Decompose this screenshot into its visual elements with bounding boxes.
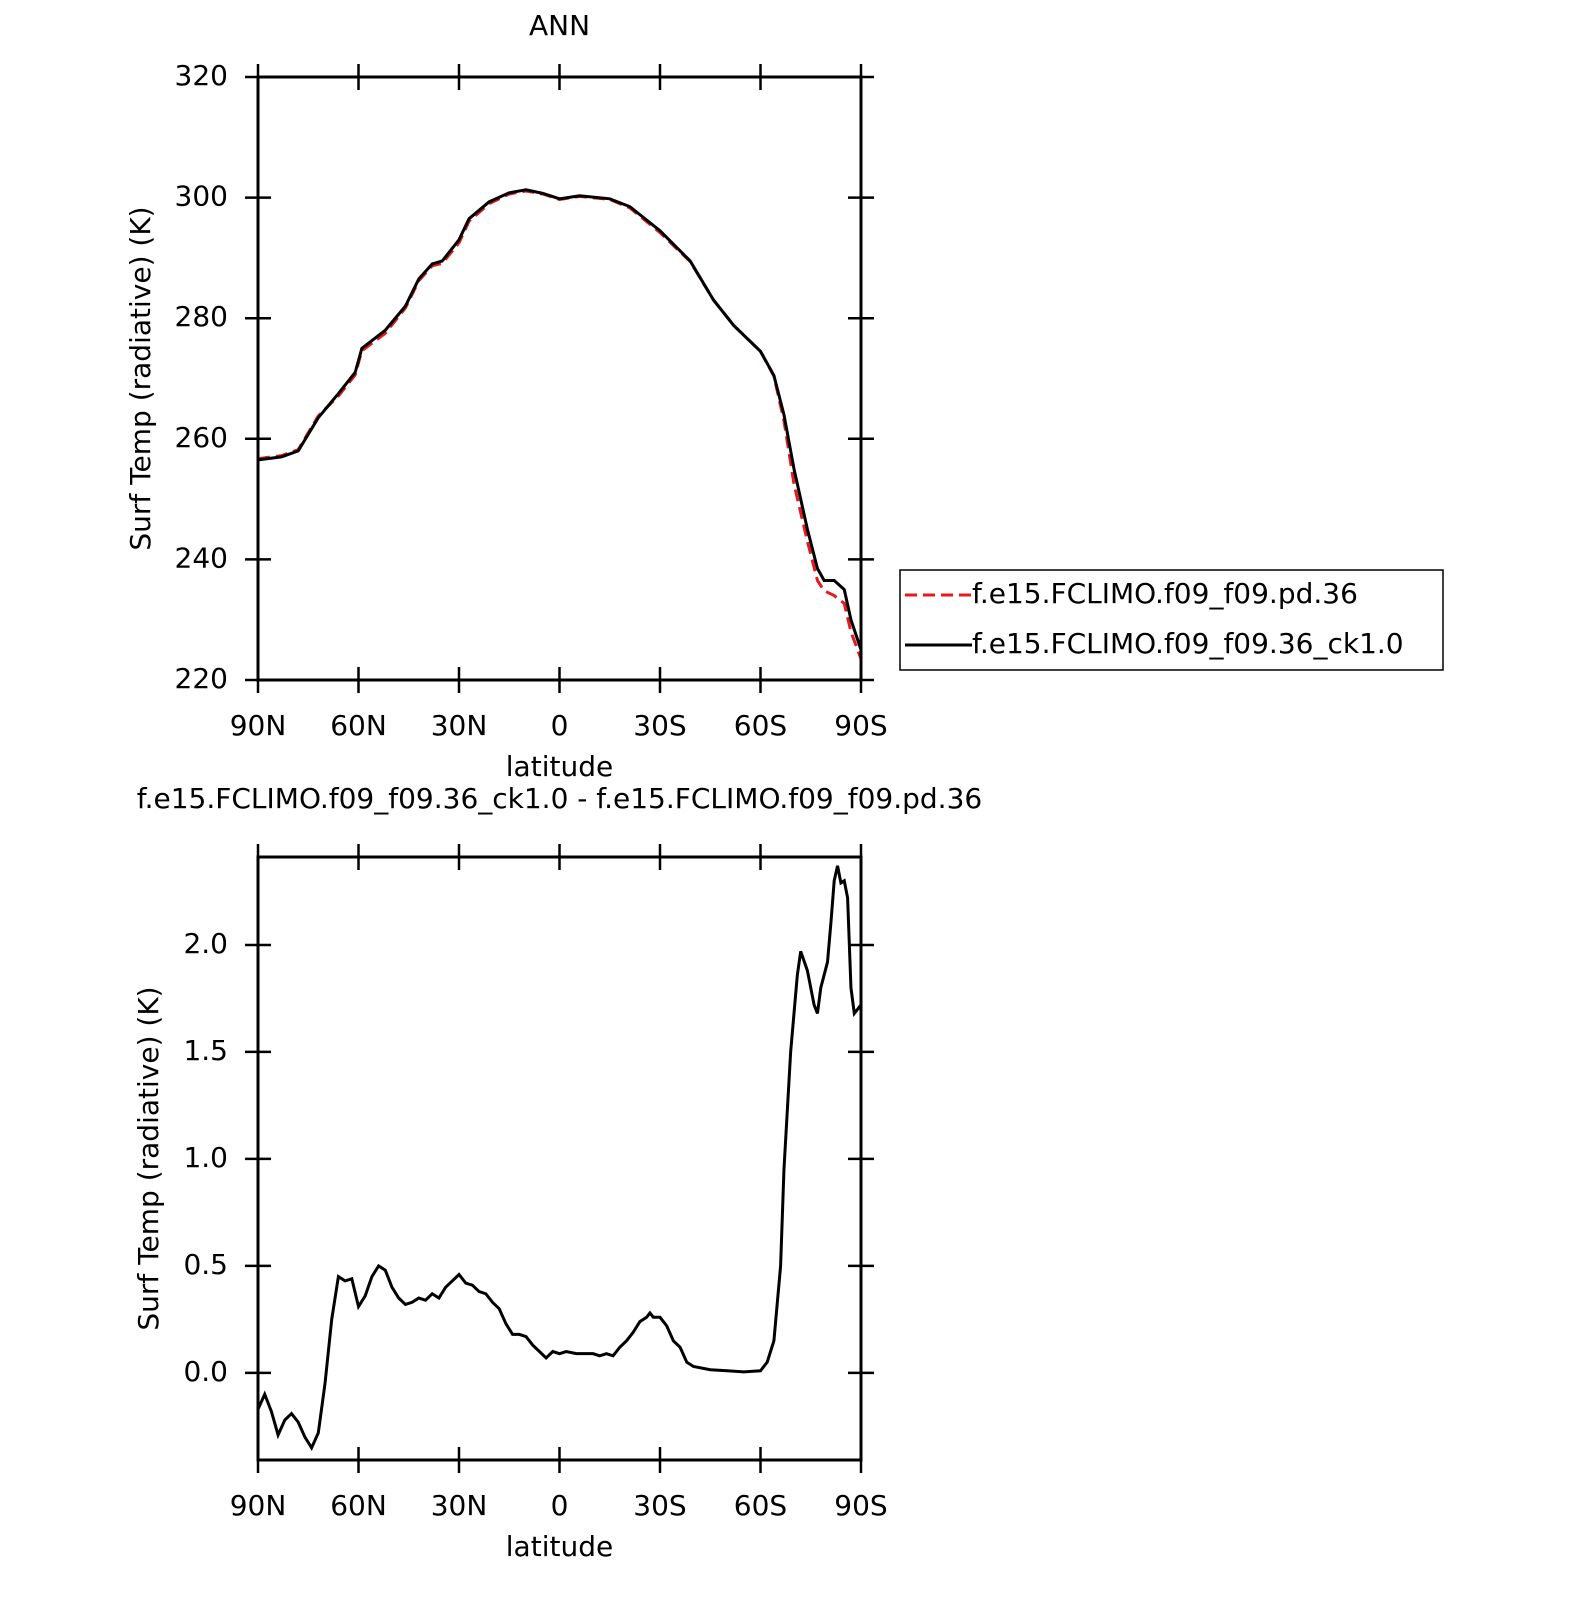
y-tick-label: 300 — [175, 180, 228, 213]
x-tick-label: 30N — [431, 709, 488, 742]
x-tick-label: 60N — [330, 1489, 387, 1522]
x-tick-label: 0 — [551, 709, 569, 742]
x-tick-label: 30S — [633, 709, 686, 742]
chart-title: f.e15.FCLIMO.f09_f09.36_ck1.0 - f.e15.FC… — [137, 782, 982, 815]
y-tick-label: 240 — [175, 541, 228, 574]
plot-frame — [256, 855, 863, 1462]
x-axis-label: latitude — [506, 1530, 613, 1563]
x-tick-label: 90N — [230, 709, 287, 742]
legend-label: f.e15.FCLIMO.f09_f09.36_ck1.0 — [972, 627, 1404, 660]
x-tick-label: 60N — [330, 709, 387, 742]
y-tick-label: 0.5 — [183, 1248, 228, 1281]
y-tick-label: 280 — [175, 300, 228, 333]
y-axis-label: Surf Temp (radiative) (K) — [132, 986, 165, 1330]
y-tick-label: 1.5 — [183, 1034, 228, 1067]
y-axis-label: Surf Temp (radiative) (K) — [124, 206, 157, 550]
y-tick-label: 0.0 — [183, 1355, 228, 1388]
plot-frame — [256, 75, 863, 682]
x-tick-label: 90S — [834, 709, 887, 742]
y-tick-label: 320 — [175, 59, 228, 92]
data-line — [257, 188, 863, 651]
x-tick-label: 30N — [431, 1489, 488, 1522]
x-tick-label: 60S — [734, 1489, 787, 1522]
data-line — [257, 189, 863, 660]
x-axis-label: latitude — [506, 750, 613, 783]
y-tick-label: 1.0 — [183, 1141, 228, 1174]
y-tick-label: 2.0 — [183, 927, 228, 960]
x-tick-label: 90N — [230, 1489, 287, 1522]
x-tick-label: 30S — [633, 1489, 686, 1522]
legend-box — [899, 569, 1444, 671]
x-tick-label: 90S — [834, 1489, 887, 1522]
chart-title: ANN — [529, 9, 590, 42]
y-tick-label: 260 — [175, 421, 228, 454]
data-line — [256, 865, 863, 1451]
y-tick-label: 220 — [175, 662, 228, 695]
legend-label: f.e15.FCLIMO.f09_f09.pd.36 — [972, 577, 1358, 610]
x-tick-label: 0 — [551, 1489, 569, 1522]
x-tick-label: 60S — [734, 709, 787, 742]
